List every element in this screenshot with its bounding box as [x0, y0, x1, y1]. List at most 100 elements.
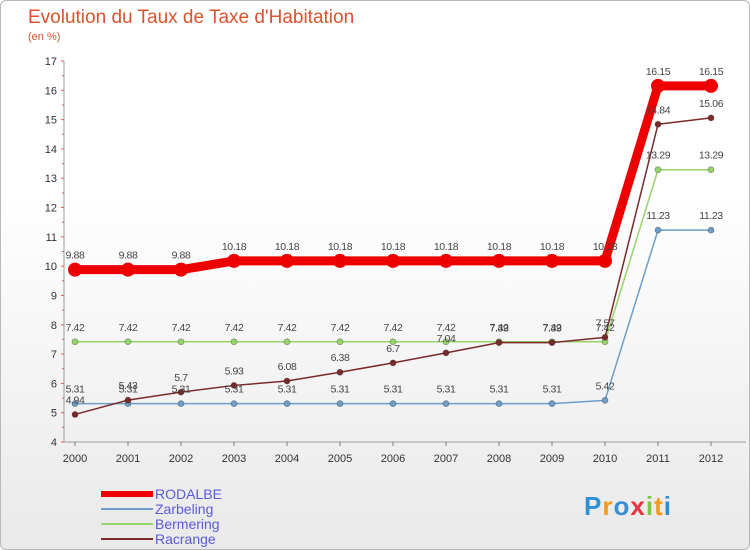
data-label-bermering: 7.42	[490, 322, 509, 334]
data-point-bermering	[389, 338, 397, 346]
data-point-bermering	[336, 338, 344, 346]
data-label-rodalbe: 10.18	[540, 241, 565, 253]
logo-letter: i	[645, 491, 655, 521]
legend-swatch-rodalbe	[101, 491, 153, 497]
y-tick-label: 7	[51, 349, 57, 361]
y-tick-label: 13	[45, 173, 57, 185]
data-label-zarbeling: 5.42	[596, 380, 615, 392]
data-label-rodalbe: 9.88	[172, 250, 191, 262]
data-point-rodalbe	[68, 262, 82, 277]
data-label-rodalbe: 10.18	[275, 241, 300, 253]
logo-letter: P	[584, 491, 603, 521]
data-point-zarbeling	[336, 400, 344, 407]
data-point-racrange	[124, 396, 132, 404]
y-tick-label: 11	[46, 232, 57, 244]
legend-swatch-bermering	[101, 523, 153, 525]
data-label-rodalbe: 10.18	[434, 241, 459, 253]
x-tick-label: 2009	[540, 453, 564, 465]
data-point-zarbeling	[442, 400, 450, 407]
data-label-bermering: 7.42	[66, 322, 85, 334]
x-tick-label: 2008	[487, 453, 511, 465]
chart-title: Evolution du Taux de Taxe d'Habitation	[28, 7, 355, 28]
logo-letter: r	[602, 491, 614, 521]
data-label-racrange: 6.38	[331, 352, 350, 364]
y-tick-label: 4	[51, 437, 57, 449]
data-label-rodalbe: 9.88	[119, 250, 138, 262]
data-label-racrange: 14.84	[646, 104, 671, 116]
data-label-bermering: 7.42	[331, 322, 350, 334]
data-label-bermering: 7.42	[543, 322, 562, 334]
x-tick-label: 2003	[222, 453, 246, 465]
data-point-rodalbe	[439, 253, 453, 268]
data-point-racrange	[707, 114, 715, 122]
data-point-zarbeling	[71, 400, 79, 407]
data-point-bermering	[71, 338, 79, 346]
data-label-zarbeling: 11.23	[646, 210, 670, 222]
y-tick-label: 12	[45, 203, 57, 215]
data-label-zarbeling: 11.23	[699, 210, 723, 222]
data-label-rodalbe: 10.18	[593, 241, 618, 253]
data-label-racrange: 6.7	[386, 343, 400, 355]
data-label-zarbeling: 5.31	[225, 384, 244, 396]
data-point-bermering	[283, 338, 291, 346]
data-point-racrange	[389, 359, 397, 367]
data-label-racrange: 4.94	[66, 394, 85, 406]
data-label-racrange: 7.39	[543, 323, 562, 335]
y-tick-label: 9	[51, 290, 57, 302]
data-point-racrange	[230, 382, 238, 389]
x-tick-label: 2010	[593, 453, 617, 465]
data-point-bermering	[707, 166, 715, 174]
data-point-racrange	[177, 388, 185, 396]
data-label-rodalbe: 10.18	[222, 241, 247, 253]
data-label-bermering: 7.42	[225, 322, 244, 334]
data-label-rodalbe: 16.15	[646, 66, 671, 78]
y-tick-label: 10	[45, 261, 57, 273]
data-point-bermering	[124, 338, 132, 346]
data-label-racrange: 7.57	[596, 317, 615, 329]
x-tick-label: 2012	[699, 453, 723, 465]
data-point-racrange	[336, 368, 344, 376]
data-point-bermering	[177, 338, 185, 346]
data-label-bermering: 13.29	[699, 150, 724, 162]
logo-letter: i	[663, 491, 672, 521]
data-point-racrange	[283, 377, 291, 385]
x-tick-label: 2000	[63, 453, 87, 465]
data-point-racrange	[71, 411, 79, 418]
data-point-racrange	[654, 120, 662, 128]
x-tick-label: 2011	[646, 453, 670, 465]
y-tick-label: 15	[45, 115, 57, 127]
data-point-zarbeling	[495, 400, 503, 407]
data-point-racrange	[548, 339, 556, 346]
data-point-bermering	[230, 338, 238, 346]
data-label-racrange: 6.08	[278, 361, 297, 373]
data-point-zarbeling	[230, 400, 238, 407]
x-tick-label: 2002	[169, 453, 193, 465]
data-point-rodalbe	[704, 78, 718, 93]
data-point-rodalbe	[386, 253, 400, 268]
data-point-zarbeling	[707, 226, 715, 234]
data-point-rodalbe	[333, 253, 347, 268]
x-tick-label: 2005	[328, 453, 352, 465]
data-point-bermering	[654, 166, 662, 174]
data-point-rodalbe	[174, 262, 188, 277]
legend-swatch-zarbeling	[101, 508, 153, 510]
data-label-zarbeling: 5.31	[66, 384, 85, 396]
data-label-zarbeling: 5.31	[119, 384, 138, 396]
logo-letter: t	[654, 491, 664, 521]
data-label-zarbeling: 5.31	[331, 384, 350, 396]
data-label-bermering: 7.42	[119, 322, 138, 334]
data-label-zarbeling: 5.31	[490, 384, 509, 396]
logo-letter: o	[613, 491, 631, 521]
data-label-racrange: 5.93	[225, 365, 244, 377]
data-label-bermering: 7.42	[384, 322, 403, 334]
logo-letter: x	[630, 491, 646, 521]
legend-label-rodalbe: RODALBE	[155, 486, 222, 502]
data-point-racrange	[495, 339, 503, 346]
data-point-zarbeling	[601, 397, 609, 404]
y-tick-label: 14	[45, 144, 57, 156]
data-point-zarbeling	[283, 400, 291, 407]
data-label-rodalbe: 10.18	[381, 241, 406, 253]
data-point-rodalbe	[227, 253, 241, 268]
